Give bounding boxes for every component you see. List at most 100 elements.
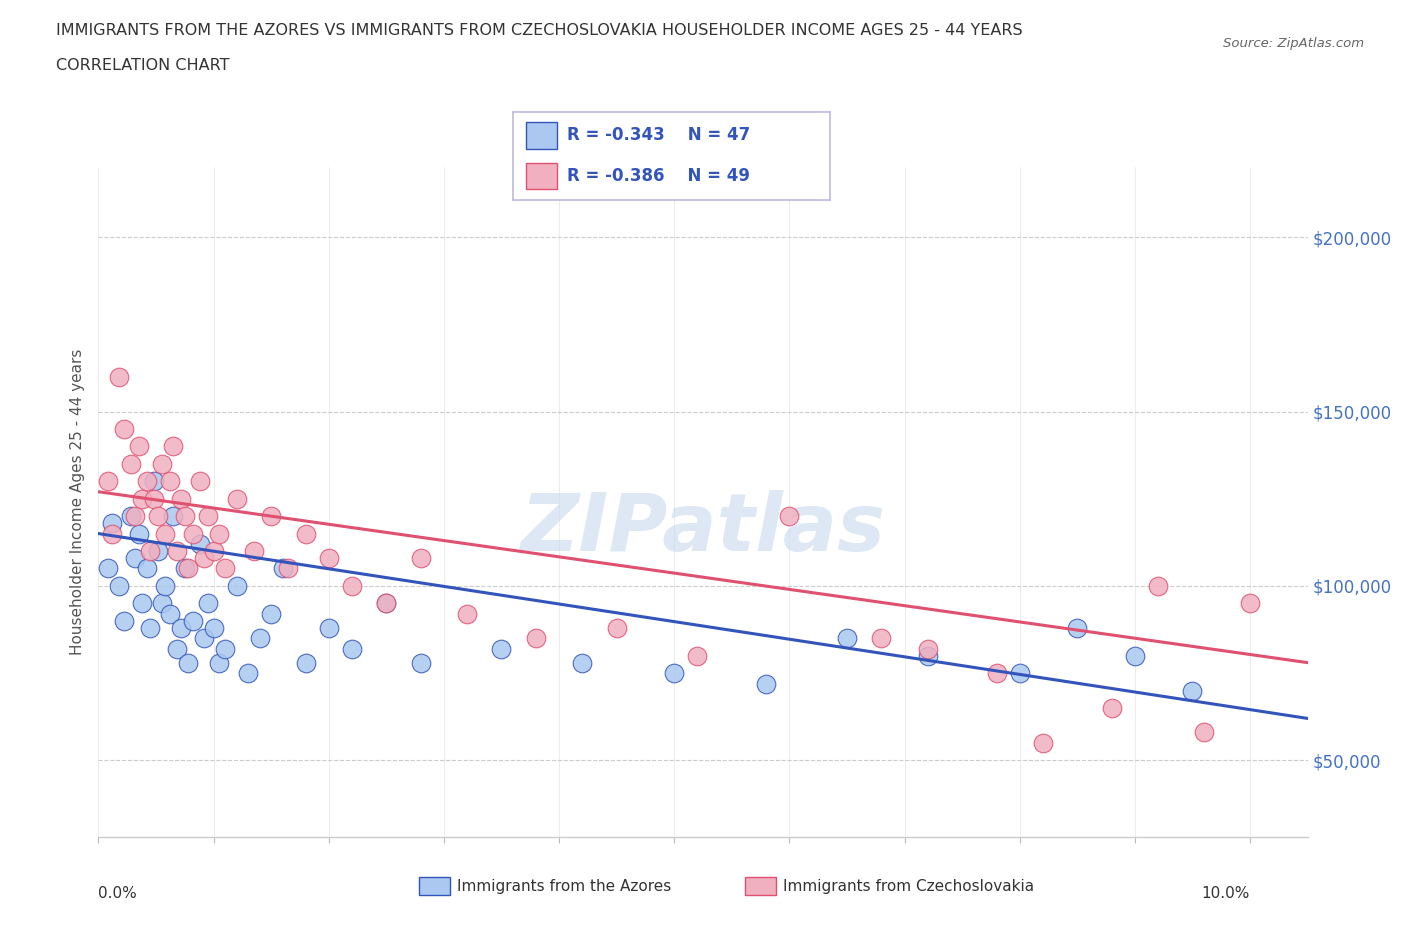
Point [142,474,165,489]
Point [124,509,146,524]
Point [131,491,153,506]
Point [135,474,157,489]
Point [112,614,135,629]
Point [120,509,142,524]
Point [294,526,316,541]
Point [664,666,686,681]
Point [778,509,800,524]
Point [318,551,340,565]
Point [917,642,939,657]
Point [135,561,157,576]
Point [249,631,271,645]
Point [97,561,120,576]
Point [177,561,200,576]
Point [271,561,294,576]
Text: R = -0.343    N = 47: R = -0.343 N = 47 [567,126,751,144]
Point [1032,736,1054,751]
Point [193,551,215,565]
Text: 0.0%: 0.0% [98,885,138,901]
Point [456,606,478,621]
Point [340,578,363,593]
Point [375,596,398,611]
Point [202,543,225,558]
Point [236,666,259,681]
Point [166,642,188,657]
Point [375,596,398,611]
Point [524,631,547,645]
Point [124,551,146,565]
Point [108,578,131,593]
Point [188,537,211,551]
Point [1147,578,1170,593]
Point [214,561,236,576]
Text: Immigrants from the Azores: Immigrants from the Azores [457,879,671,894]
Point [159,606,181,621]
Point [1239,596,1261,611]
Text: ZIPatlas: ZIPatlas [520,490,886,568]
Point [409,655,432,670]
Text: IMMIGRANTS FROM THE AZORES VS IMMIGRANTS FROM CZECHOSLOVAKIA HOUSEHOLDER INCOME : IMMIGRANTS FROM THE AZORES VS IMMIGRANTS… [56,23,1024,38]
Point [148,543,170,558]
Point [101,515,124,530]
Bar [526,122,557,149]
Point [166,543,188,558]
Bar [526,163,557,190]
Point [155,526,177,541]
Point [112,421,135,436]
Point [1181,683,1204,698]
Point [755,676,778,691]
Point [120,457,142,472]
Point [214,642,236,657]
Point [197,596,219,611]
Text: 10.0%: 10.0% [1202,885,1250,901]
Point [1008,666,1031,681]
Point [97,474,120,489]
Point [571,655,593,670]
Point [177,655,200,670]
Point [606,620,628,635]
Point [202,620,225,635]
Point [162,509,184,524]
Point [917,648,939,663]
Point [128,526,150,541]
Text: Immigrants from Czechoslovakia: Immigrants from Czechoslovakia [783,879,1035,894]
Point [1123,648,1146,663]
Point [318,620,340,635]
Point [208,655,231,670]
Point [193,631,215,645]
Point [409,551,432,565]
Point [159,474,181,489]
Point [225,491,247,506]
Point [108,369,131,384]
Point [208,526,231,541]
Point [101,526,124,541]
Point [170,491,193,506]
Point [150,596,173,611]
Point [173,561,195,576]
Text: R = -0.386    N = 49: R = -0.386 N = 49 [567,167,749,185]
Point [340,642,363,657]
Point [1192,725,1215,740]
Text: Source: ZipAtlas.com: Source: ZipAtlas.com [1223,37,1364,50]
Point [197,509,219,524]
Point [835,631,858,645]
Point [181,614,204,629]
Point [181,526,204,541]
Point [139,620,162,635]
Point [686,648,709,663]
Point [1066,620,1088,635]
Point [225,578,247,593]
Point [188,474,211,489]
Point [260,606,283,621]
Point [1101,700,1123,715]
Point [131,596,153,611]
Y-axis label: Householder Income Ages 25 - 44 years: Householder Income Ages 25 - 44 years [69,349,84,656]
Text: CORRELATION CHART: CORRELATION CHART [56,58,229,73]
Point [294,655,316,670]
Point [277,561,299,576]
Point [243,543,266,558]
Point [150,457,173,472]
Point [139,543,162,558]
Point [128,439,150,454]
Point [170,620,193,635]
